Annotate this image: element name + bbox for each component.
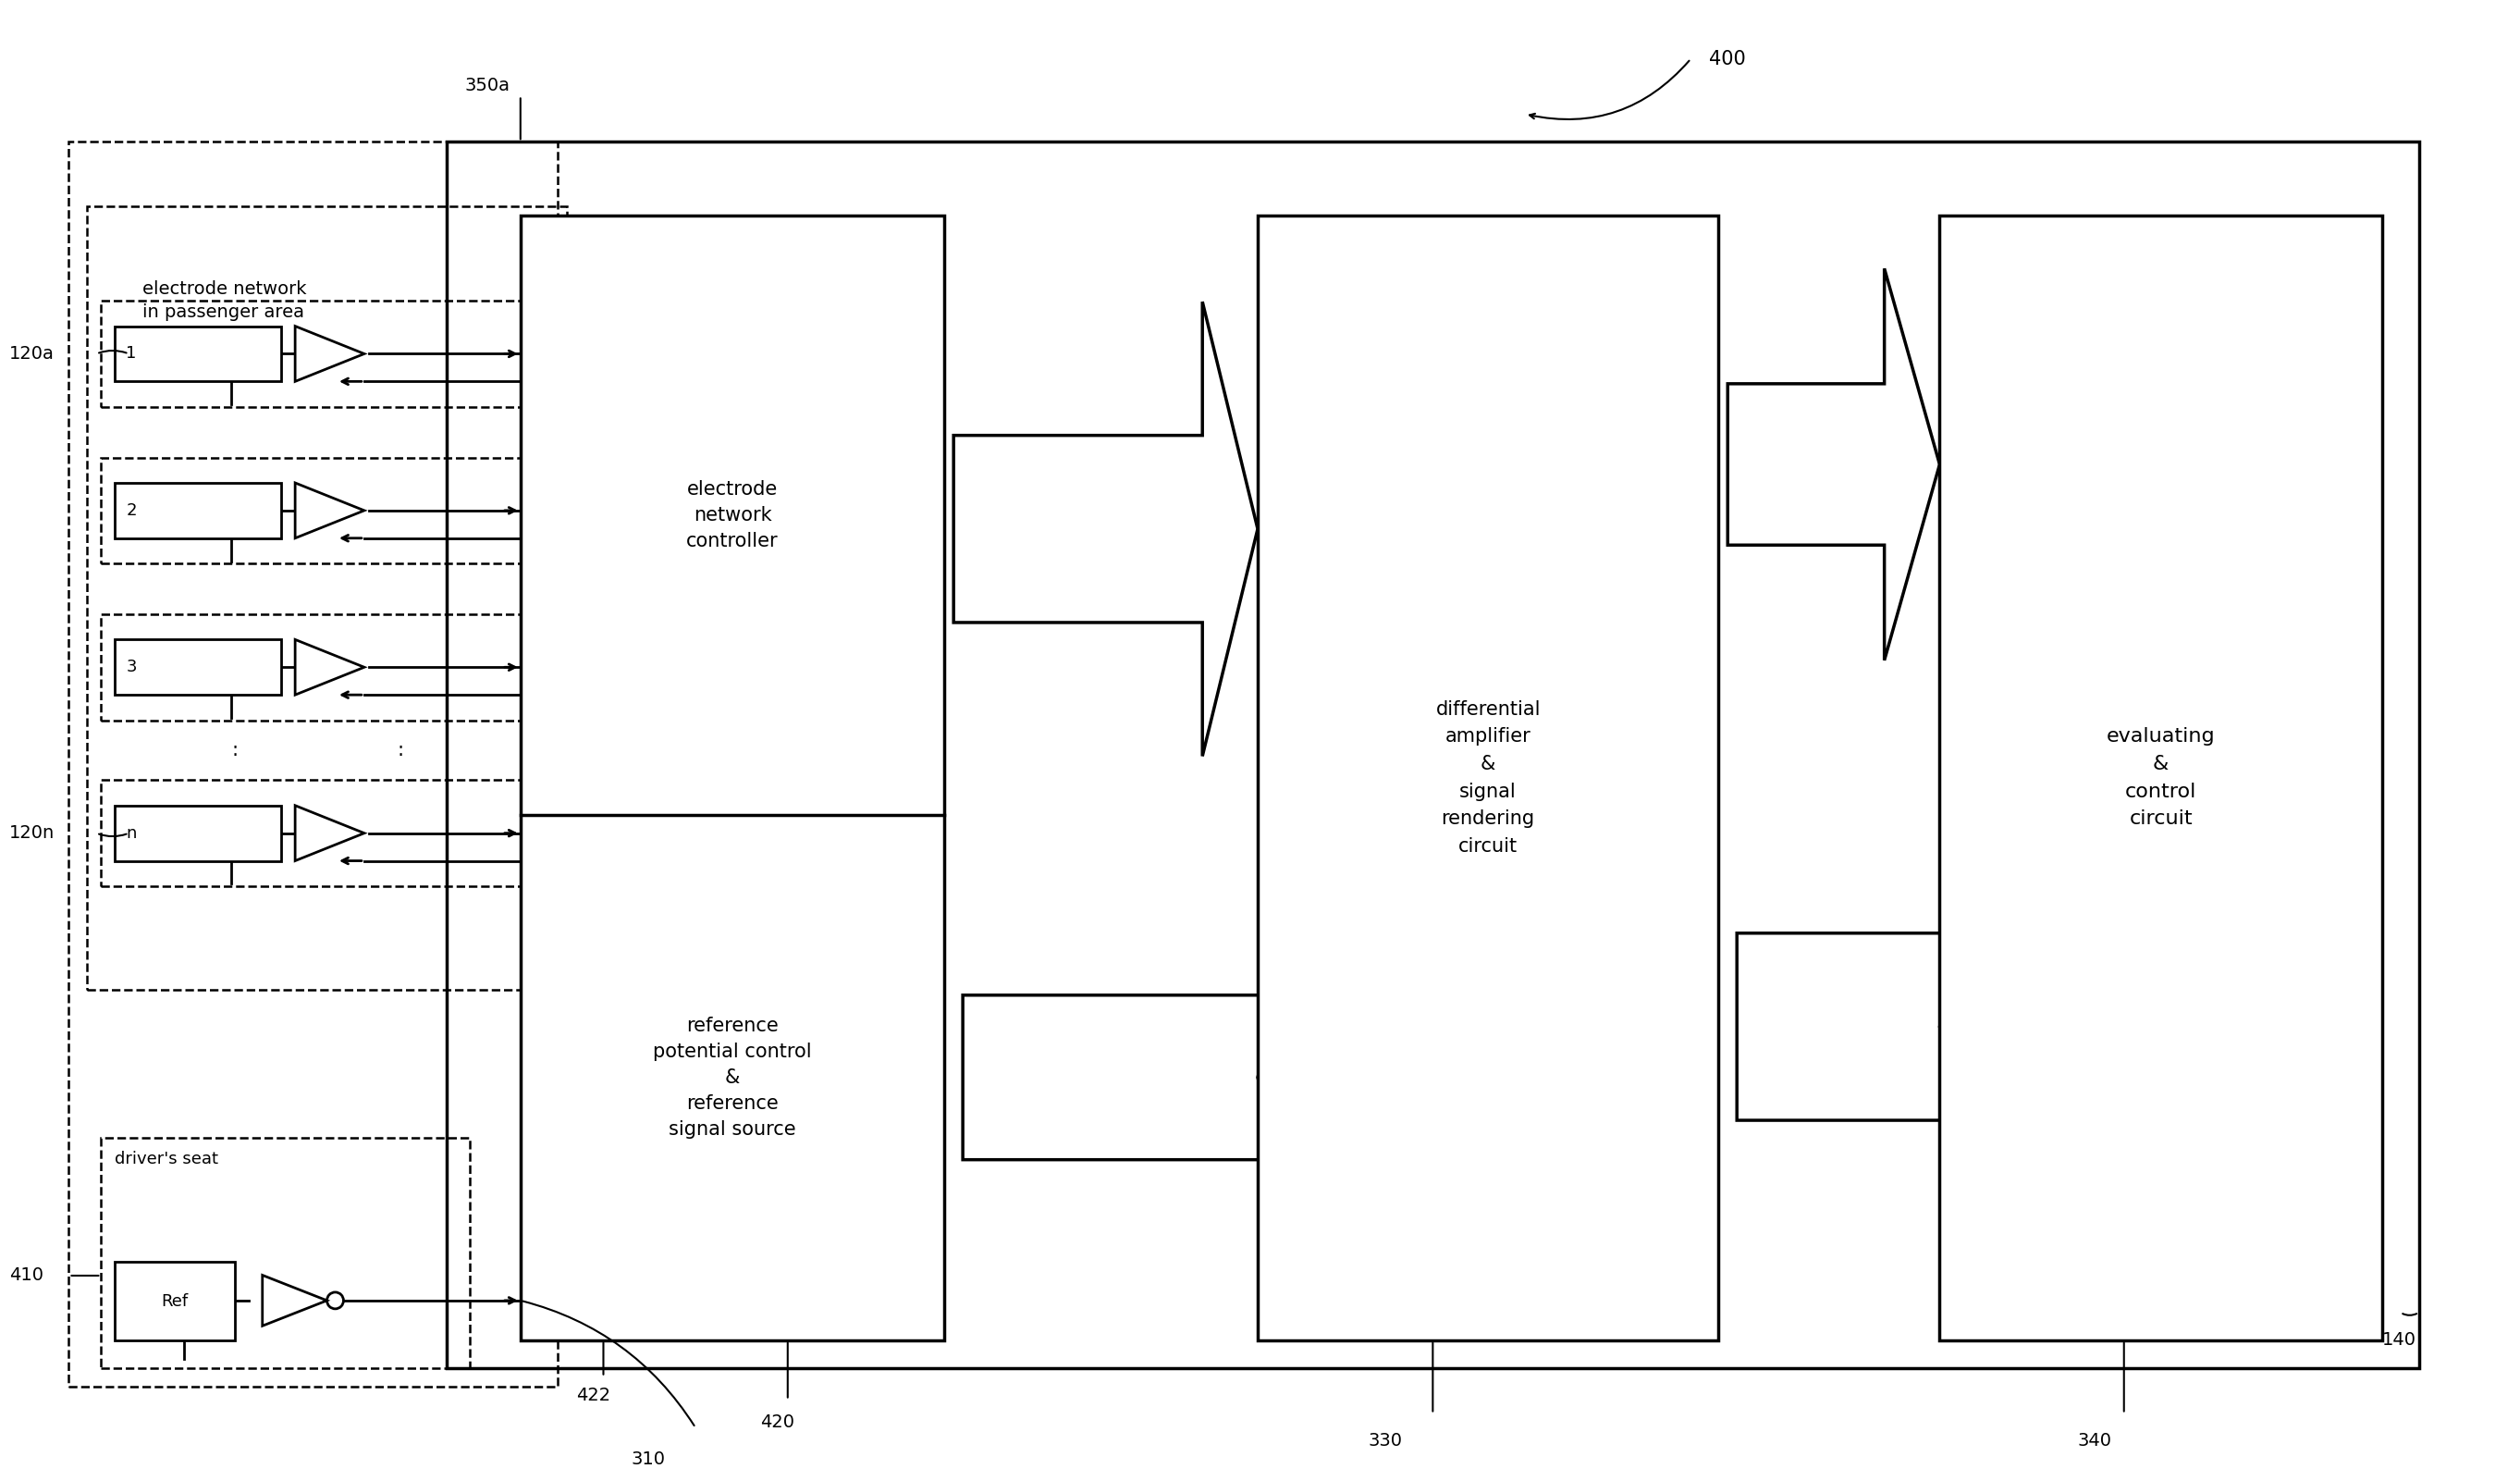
Text: electrode
network
controller: electrode network controller <box>685 480 779 551</box>
Polygon shape <box>1736 800 1996 1254</box>
Polygon shape <box>295 806 365 860</box>
Text: 310: 310 <box>630 1451 665 1468</box>
Bar <box>446 142 2419 1368</box>
Text: 2: 2 <box>126 502 136 518</box>
Bar <box>101 1137 469 1368</box>
Bar <box>116 806 280 860</box>
Text: :: : <box>232 740 237 760</box>
Bar <box>522 216 945 1340</box>
Text: 410: 410 <box>10 1266 43 1284</box>
Bar <box>116 640 280 695</box>
Bar <box>101 458 529 563</box>
Text: 330: 330 <box>1368 1432 1404 1450</box>
Text: differential
amplifier
&
signal
rendering
circuit: differential amplifier & signal renderin… <box>1436 701 1540 856</box>
Polygon shape <box>295 326 365 382</box>
Polygon shape <box>295 640 365 695</box>
Bar <box>101 780 529 886</box>
Bar <box>101 615 529 720</box>
Text: 140: 140 <box>2381 1331 2417 1349</box>
Text: 120a: 120a <box>10 345 53 363</box>
Text: n: n <box>126 825 136 841</box>
Bar <box>116 1262 234 1340</box>
Polygon shape <box>1729 268 1940 661</box>
Text: 1: 1 <box>126 345 136 363</box>
Text: Ref: Ref <box>161 1293 189 1309</box>
Polygon shape <box>953 302 1257 757</box>
Text: :: : <box>398 740 403 760</box>
Text: 120n: 120n <box>10 825 55 841</box>
Bar <box>88 206 567 989</box>
Text: 350a: 350a <box>466 77 512 95</box>
Text: 422: 422 <box>575 1386 610 1404</box>
Bar <box>1257 216 1719 1340</box>
Text: 420: 420 <box>761 1414 794 1432</box>
Bar <box>101 301 529 407</box>
Bar <box>68 142 557 1386</box>
Polygon shape <box>262 1275 328 1325</box>
Polygon shape <box>963 878 1313 1277</box>
Text: evaluating
&
control
circuit: evaluating & control circuit <box>2107 727 2215 828</box>
Text: 340: 340 <box>2079 1432 2112 1450</box>
Polygon shape <box>295 483 365 538</box>
Text: 400: 400 <box>1709 49 1746 68</box>
Bar <box>1940 216 2381 1340</box>
Text: 3: 3 <box>126 659 136 675</box>
Text: reference
potential control
&
reference
signal source: reference potential control & reference … <box>653 1016 811 1139</box>
Bar <box>116 483 280 538</box>
Text: electrode network
in passenger area: electrode network in passenger area <box>144 280 307 321</box>
Bar <box>116 326 280 382</box>
Text: driver's seat: driver's seat <box>116 1151 219 1169</box>
